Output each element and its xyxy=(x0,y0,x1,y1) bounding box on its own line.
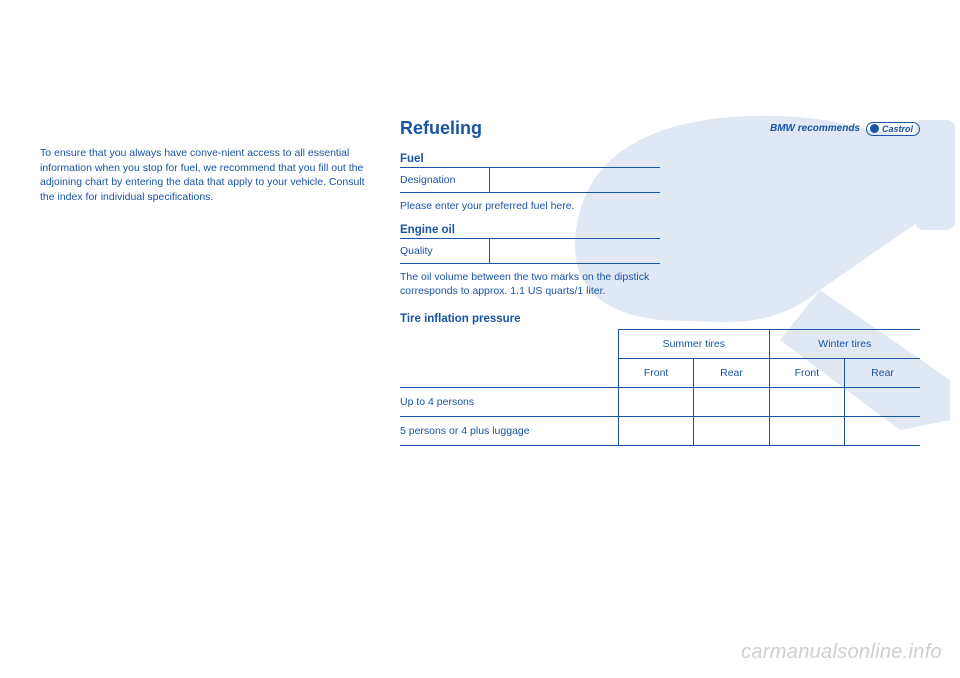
tire-cell[interactable] xyxy=(694,417,769,446)
page-title: Refueling xyxy=(400,118,482,139)
tire-col-front-2: Front xyxy=(769,359,844,388)
fuel-heading: Fuel xyxy=(400,153,660,165)
tire-col-front-1: Front xyxy=(618,359,693,388)
tire-col-rear-2: Rear xyxy=(845,359,920,388)
fuel-helper: Please enter your preferred fuel here. xyxy=(400,199,660,214)
tire-cell[interactable] xyxy=(769,388,844,417)
tire-cell[interactable] xyxy=(618,417,693,446)
oil-field-value[interactable] xyxy=(490,239,660,263)
fuel-field-label: Designation xyxy=(400,168,490,192)
tire-cell[interactable] xyxy=(769,417,844,446)
tire-cell[interactable] xyxy=(845,388,920,417)
tire-group-winter: Winter tires xyxy=(769,330,920,359)
bmw-recommends: BMW recommends Castrol xyxy=(770,122,920,136)
watermark: carmanualsonline.info xyxy=(741,641,942,664)
fuel-field-value[interactable] xyxy=(490,168,660,192)
tire-heading: Tire inflation pressure xyxy=(400,313,920,325)
oil-helper: The oil volume between the two marks on … xyxy=(400,270,660,299)
castrol-icon xyxy=(870,124,879,133)
recommends-label: BMW recommends xyxy=(770,123,860,134)
intro-text: To ensure that you always have conve-nie… xyxy=(40,146,370,205)
oil-heading: Engine oil xyxy=(400,224,660,236)
tire-row-label: Up to 4 persons xyxy=(400,388,618,417)
tire-col-rear-1: Rear xyxy=(694,359,769,388)
tire-cell[interactable] xyxy=(618,388,693,417)
tire-cell[interactable] xyxy=(694,388,769,417)
tire-group-summer: Summer tires xyxy=(618,330,769,359)
tire-table: Summer tires Winter tires Front Rear Fro… xyxy=(400,329,920,446)
castrol-badge: Castrol xyxy=(866,122,920,136)
oil-field-label: Quality xyxy=(400,239,490,263)
tire-cell[interactable] xyxy=(845,417,920,446)
tire-row-label: 5 persons or 4 plus luggage xyxy=(400,417,618,446)
castrol-text: Castrol xyxy=(882,124,913,134)
